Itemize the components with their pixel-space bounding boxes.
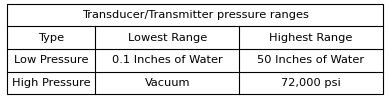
Text: 50 Inches of Water: 50 Inches of Water	[257, 55, 365, 65]
Text: High Pressure: High Pressure	[12, 78, 90, 88]
Text: Vacuum: Vacuum	[144, 78, 190, 88]
Text: 72,000 psi: 72,000 psi	[281, 78, 341, 88]
Text: Low Pressure: Low Pressure	[14, 55, 89, 65]
Text: Lowest Range: Lowest Range	[128, 33, 207, 43]
Text: Transducer/Transmitter pressure ranges: Transducer/Transmitter pressure ranges	[82, 10, 308, 20]
Text: Highest Range: Highest Range	[269, 33, 353, 43]
Text: Type: Type	[38, 33, 64, 43]
Text: 0.1 Inches of Water: 0.1 Inches of Water	[112, 55, 223, 65]
